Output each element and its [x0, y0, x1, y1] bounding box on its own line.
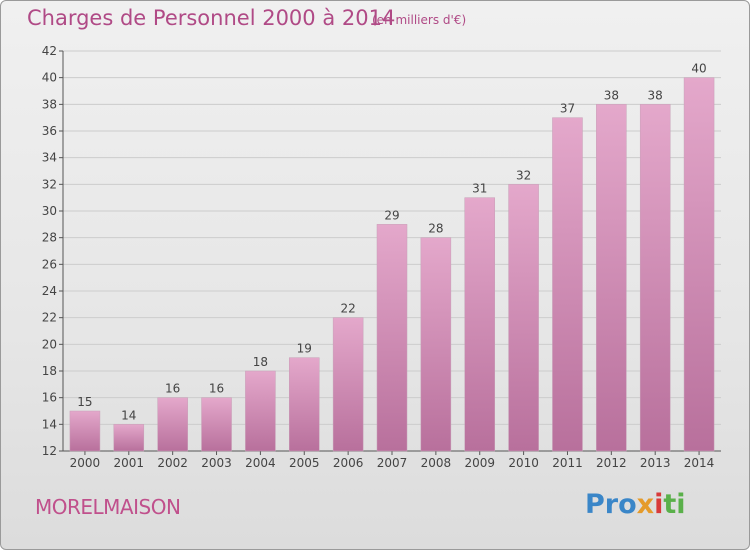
bar	[420, 237, 452, 452]
bars	[69, 77, 715, 452]
data-label: 38	[648, 88, 663, 102]
data-label: 38	[604, 88, 619, 102]
logo-part: ti	[663, 489, 686, 520]
y-tick-label: 18	[42, 364, 57, 378]
data-label: 28	[428, 222, 443, 236]
data-label: 37	[560, 102, 575, 116]
x-tick-label: 2001	[114, 456, 145, 470]
y-tick-label: 38	[42, 97, 57, 111]
bar	[332, 317, 364, 452]
x-tick-label: 2006	[333, 456, 364, 470]
y-tick-label: 20	[42, 337, 57, 351]
data-label: 16	[209, 382, 224, 396]
x-tick-label: 2009	[464, 456, 495, 470]
y-tick-label: 12	[42, 444, 57, 458]
bar	[639, 104, 671, 452]
x-tick-label: 2012	[596, 456, 627, 470]
bar	[201, 397, 232, 452]
x-tick-label: 2013	[640, 456, 671, 470]
data-label: 14	[121, 408, 136, 422]
logo-part: Pro	[585, 489, 637, 520]
data-label: 32	[516, 168, 531, 182]
x-tick-label: 2011	[552, 456, 583, 470]
y-tick-label: 34	[42, 151, 57, 165]
chart-subtitle: (en milliers d'€)	[372, 13, 467, 27]
x-tick-label: 2004	[245, 456, 276, 470]
data-label: 19	[297, 342, 312, 356]
data-label: 31	[472, 182, 487, 196]
y-tick-label: 26	[42, 257, 57, 271]
proxiti-logo[interactable]: Proxiti	[585, 489, 686, 520]
bar	[464, 197, 495, 452]
logo-part: x	[636, 489, 655, 520]
labels: 12 14 16 18 20 22 24 26 28 30 32 34 36 38 40 42 15 2000 14…	[42, 44, 715, 470]
bar	[113, 424, 145, 452]
y-tick-label: 42	[42, 44, 57, 58]
data-label: 29	[384, 208, 399, 222]
y-tick-label: 14	[42, 417, 57, 431]
x-tick-label: 2014	[684, 456, 715, 470]
y-tick-label: 40	[42, 71, 57, 85]
y-tick-label: 32	[42, 177, 57, 191]
bar	[596, 104, 627, 452]
commune-name: MORELMAISON	[35, 495, 181, 519]
bar	[376, 224, 408, 452]
bar	[683, 77, 715, 452]
x-tick-label: 2003	[201, 456, 232, 470]
y-tick-label: 28	[42, 231, 57, 245]
bar	[289, 357, 320, 452]
x-tick-label: 2002	[157, 456, 188, 470]
x-tick-label: 2007	[377, 456, 408, 470]
data-label: 15	[77, 395, 92, 409]
data-label: 16	[165, 382, 180, 396]
data-label: 22	[340, 302, 355, 316]
x-tick-label: 2000	[70, 456, 101, 470]
bar	[508, 184, 539, 452]
bar	[69, 410, 101, 452]
y-tick-label: 36	[42, 124, 57, 138]
data-label: 40	[691, 62, 706, 76]
chart-title: Charges de Personnel 2000 à 2014	[27, 6, 396, 30]
x-tick-label: 2008	[421, 456, 452, 470]
y-tick-label: 22	[42, 311, 57, 325]
y-tick-label: 24	[42, 284, 57, 298]
x-tick-label: 2010	[508, 456, 539, 470]
data-label: 18	[253, 355, 268, 369]
bar	[157, 397, 188, 452]
y-tick-label: 30	[42, 204, 57, 218]
y-tick-label: 16	[42, 391, 57, 405]
logo-part: i	[654, 489, 664, 520]
bar	[245, 370, 276, 452]
x-tick-label: 2005	[289, 456, 320, 470]
bar	[552, 117, 583, 452]
